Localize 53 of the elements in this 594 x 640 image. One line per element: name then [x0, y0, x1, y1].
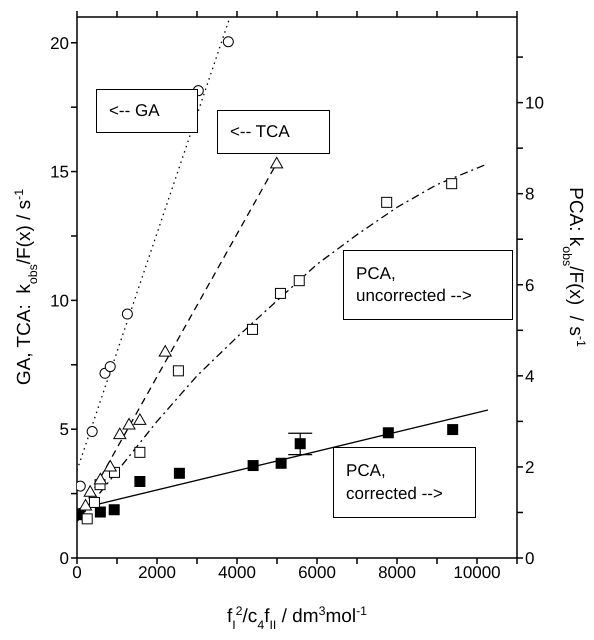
point [94, 506, 106, 518]
point [134, 476, 146, 487]
point [222, 36, 234, 48]
point [270, 156, 284, 168]
point [122, 418, 136, 430]
point [172, 365, 184, 376]
point [122, 308, 133, 320]
annotation: <-- TCA [217, 110, 330, 154]
y-tick-label: 0 [60, 549, 69, 568]
y-tick-label: 5 [60, 420, 69, 440]
point [108, 504, 120, 516]
point [133, 413, 146, 425]
point [82, 513, 93, 524]
point [274, 288, 286, 299]
point [276, 458, 287, 469]
y-tick-label: 10 [50, 291, 69, 310]
y2-tick-label: 8 [525, 184, 534, 204]
point [88, 496, 100, 508]
point [104, 460, 117, 472]
point [79, 498, 92, 510]
y2-tick-label: 4 [525, 366, 534, 386]
y-tick-label: 20 [50, 34, 69, 53]
point [382, 427, 394, 438]
y2-tick-label: 6 [525, 276, 534, 295]
y2-tick-label: 10 [525, 94, 544, 113]
point [446, 178, 458, 190]
x-tick-label: 4000 [218, 563, 256, 582]
annotation: <-- GA [96, 89, 198, 133]
point [104, 361, 116, 372]
x-tick-label: 10000 [453, 563, 501, 582]
point [84, 485, 97, 497]
x-tick-label: 0 [72, 563, 82, 582]
point [134, 446, 146, 458]
point [113, 428, 126, 440]
x-tick-label: 6000 [298, 563, 336, 582]
x-tick-label: 8000 [378, 563, 416, 582]
y2-tick-label: 0 [525, 549, 534, 568]
annotation: PCA, uncorrected --> [343, 250, 513, 320]
point [381, 196, 392, 208]
point [246, 324, 258, 335]
annotation: PCA, corrected --> [333, 447, 476, 518]
point [94, 472, 107, 484]
point [174, 468, 185, 479]
y2-tick-label: 2 [525, 458, 534, 477]
x-tick-label: 2000 [138, 563, 176, 582]
point [86, 426, 98, 438]
point [158, 345, 172, 357]
point [447, 424, 458, 436]
point [248, 460, 259, 472]
y-tick-label: 15 [50, 162, 69, 182]
point [294, 275, 305, 286]
text: f$_{I}$$^{2}$/c$_{4}$f$_{II}$ / dm$^{3}$mol$^{-1}$ [226, 604, 368, 632]
point [294, 438, 306, 450]
